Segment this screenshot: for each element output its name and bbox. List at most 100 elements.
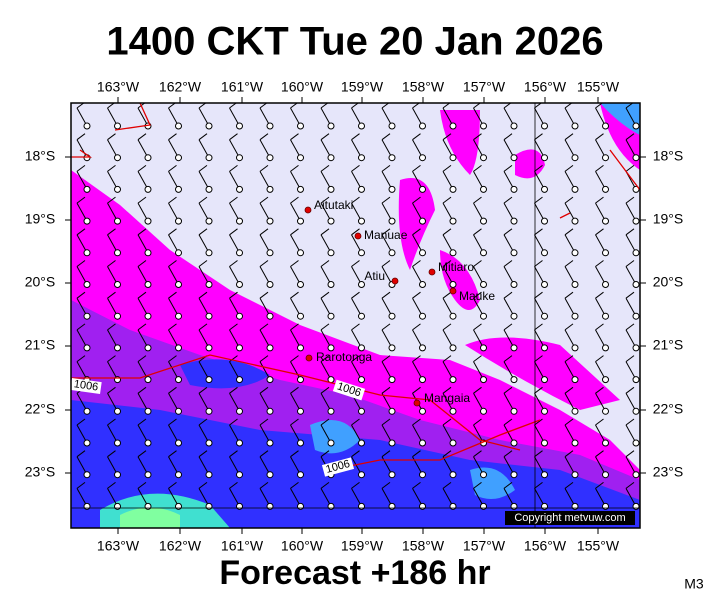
barb-station	[358, 154, 365, 162]
barb-station	[175, 344, 182, 352]
barb-station	[327, 439, 335, 447]
barb-station	[83, 217, 91, 225]
barb-flag	[564, 291, 574, 299]
barb-flag	[137, 481, 147, 489]
lat-label: 19°S	[25, 211, 56, 227]
barb-station	[419, 185, 426, 193]
barb-station	[114, 439, 121, 447]
barb-station	[480, 154, 487, 162]
barb-flag	[625, 228, 635, 236]
barb-station	[297, 154, 304, 162]
lat-label: 18°S	[653, 148, 684, 164]
barb-station	[510, 312, 518, 320]
barb-flag	[625, 450, 635, 458]
barb-flag	[625, 133, 635, 141]
barb-station	[571, 312, 579, 320]
lat-label: 18°S	[25, 148, 56, 164]
barb-flag	[381, 103, 390, 109]
barb-flag	[412, 450, 421, 458]
barb-flag	[320, 228, 330, 236]
barb-station	[541, 471, 548, 479]
barb-flag	[320, 323, 330, 331]
lat-label: 20°S	[653, 274, 684, 290]
barb-flag	[76, 164, 86, 172]
barb-station	[175, 471, 182, 479]
barb-station	[480, 376, 487, 384]
barb-station	[602, 407, 609, 415]
barb-flag	[290, 355, 299, 363]
place-marker	[413, 399, 421, 407]
barb-station	[236, 407, 243, 415]
barb-flag	[351, 103, 359, 109]
place-marker	[305, 354, 313, 362]
barb-flag	[168, 450, 177, 458]
lon-label: 159°W	[341, 79, 384, 95]
barb-flag	[107, 164, 116, 172]
barb-station	[571, 471, 579, 479]
barb-flag	[595, 103, 603, 109]
barb-flag	[229, 164, 238, 172]
barb-station	[571, 249, 579, 257]
barb-flag	[107, 260, 116, 267]
barb-station	[541, 281, 548, 288]
barb-flag	[76, 228, 86, 236]
barb-station	[114, 122, 121, 130]
barb-station	[510, 376, 518, 384]
barb-flag	[229, 196, 238, 204]
barb-station	[327, 249, 335, 257]
barb-station	[449, 154, 457, 162]
barb-station	[205, 312, 213, 320]
barb-station	[236, 439, 243, 447]
place-name: Atiu	[364, 269, 385, 283]
barb-flag	[473, 196, 482, 204]
barb-flag	[76, 481, 86, 489]
barb-flag	[442, 133, 452, 141]
barb-station	[236, 122, 243, 130]
barb-station	[327, 122, 335, 130]
barb-station	[266, 122, 274, 130]
barb-flag	[534, 355, 543, 363]
barb-station	[602, 122, 609, 130]
copyright: Copyright metvuw.com	[514, 512, 625, 524]
barb-flag	[259, 164, 269, 172]
barb-station	[266, 471, 274, 479]
barb-flag	[320, 133, 330, 141]
barb-station	[144, 344, 152, 352]
barb-flag	[229, 450, 238, 458]
barb-station	[510, 185, 518, 193]
barb-flag	[137, 450, 147, 458]
barb-flag	[76, 355, 86, 363]
barb-station	[114, 471, 121, 479]
barb-flag	[229, 418, 238, 426]
barb-station	[327, 407, 335, 415]
barb-station	[388, 249, 396, 257]
barb-flag	[412, 260, 421, 267]
barb-station	[114, 502, 121, 510]
barb-flag	[198, 481, 208, 489]
barb-flag	[351, 450, 360, 458]
barb-station	[419, 502, 426, 510]
barb-flag	[442, 291, 452, 299]
barb-station	[297, 185, 304, 193]
barb-station	[632, 439, 640, 447]
barb-flag	[564, 196, 574, 204]
lon-label: 156°W	[524, 79, 567, 95]
barb-flag	[290, 323, 299, 331]
barb-station	[236, 217, 243, 225]
barb-flag	[442, 103, 451, 109]
barb-station	[327, 502, 335, 510]
barb-flag	[503, 323, 513, 331]
barb-station	[358, 122, 365, 130]
barb-station	[144, 154, 152, 162]
barb-flag	[320, 196, 330, 204]
barb-station	[175, 249, 182, 257]
barb-station	[541, 154, 548, 162]
barb-flag	[198, 103, 207, 109]
barb-station	[632, 249, 640, 257]
barb-flag	[381, 481, 391, 489]
barb-station	[297, 502, 304, 510]
barb-flag	[381, 260, 391, 267]
barb-flag	[473, 260, 482, 267]
barb-station	[388, 502, 396, 510]
barb-flag	[320, 260, 330, 267]
